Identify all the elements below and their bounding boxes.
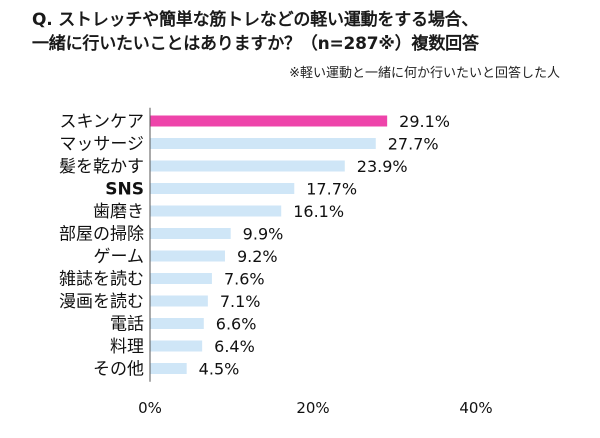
chart-title: Q. ストレッチや簡単な筋トレなどの軽い運動をする場合、 一緒に行いたいことはあ… (32, 8, 592, 56)
category-label-9: 漫画を読む (59, 292, 144, 312)
bar-1 (150, 115, 388, 127)
category-label-2: マッサージ (59, 135, 144, 155)
value-label-4: 17.7% (306, 180, 357, 199)
value-label-2: 27.7% (388, 135, 439, 154)
bar-2 (150, 138, 376, 149)
bar-6 (150, 228, 231, 239)
bar-3 (150, 160, 345, 172)
title-line-1: Q. ストレッチや簡単な筋トレなどの軽い運動をする場合、 (32, 10, 479, 30)
title-line-2: 一緒に行いたいことはありますか？（n=287※）複数回答 (32, 34, 479, 54)
value-label-9: 7.1% (220, 292, 261, 311)
bars-group (150, 115, 388, 374)
x-tick-label-2: 20% (296, 399, 329, 417)
category-label-3: 髪を乾かす (59, 157, 144, 177)
value-label-1: 29.1% (399, 112, 450, 131)
category-label-4: SNS (105, 180, 144, 200)
category-label-6: 部屋の掃除 (59, 225, 144, 245)
bar-4 (150, 183, 295, 194)
value-label-6: 9.9% (243, 225, 284, 244)
value-label-5: 16.1% (293, 202, 344, 221)
x-tick-label-1: 0% (138, 399, 162, 417)
value-label-8: 7.6% (224, 270, 265, 289)
category-label-5: 歯磨き (93, 202, 144, 222)
bar-5 (150, 205, 282, 217)
category-label-8: 雑誌を読む (59, 270, 144, 290)
value-label-11: 6.4% (214, 337, 255, 356)
value-label-3: 23.9% (357, 157, 408, 176)
labels-group: スキンケア 29.1% マッサージ 27.7% 髪を乾かす 23.9% SNS 17.7% 歯磨… (59, 112, 450, 380)
bar-11 (150, 340, 203, 352)
category-label-1: スキンケア (60, 112, 145, 132)
value-label-10: 6.6% (216, 315, 257, 334)
category-label-7: ゲーム (94, 247, 145, 267)
value-label-12: 4.5% (199, 360, 240, 379)
respondent-note: ※軽い運動と一緒に何か行いたいと回答した人 (289, 66, 560, 81)
bar-7 (150, 250, 225, 262)
bar-9 (150, 295, 208, 307)
ticks-group: 0% 20% 40% (138, 399, 493, 417)
bar-10 (150, 318, 204, 329)
category-label-12: その他 (93, 360, 144, 380)
category-label-11: 料理 (110, 337, 144, 357)
x-tick-label-3: 40% (459, 399, 492, 417)
value-label-7: 9.2% (237, 247, 278, 266)
bar-12 (150, 363, 187, 374)
category-label-10: 電話 (110, 315, 144, 335)
bar-8 (150, 273, 212, 284)
